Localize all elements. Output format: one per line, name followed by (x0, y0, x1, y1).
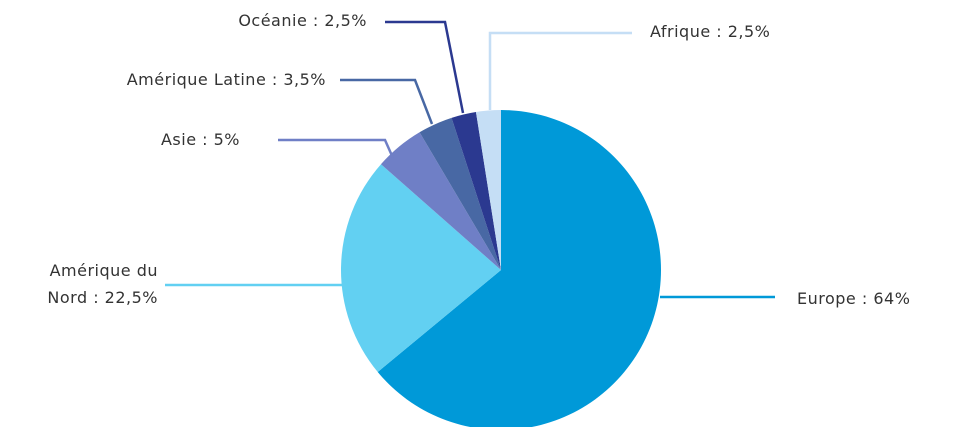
pie-slice (377, 110, 661, 427)
slice-label: Océanie : 2,5% (238, 11, 367, 30)
slice-label: Amérique Latine : 3,5% (127, 70, 326, 89)
label-line: Europe : 64% (797, 289, 910, 308)
label-line: Nord : 22,5% (47, 288, 158, 307)
leader-line (340, 78, 434, 125)
slice-label: Asie : 5% (161, 130, 240, 149)
label-line: Océanie : 2,5% (238, 11, 367, 30)
label-line: Asie : 5% (161, 130, 240, 149)
pie-slice (340, 164, 501, 372)
pie-slice (419, 117, 501, 270)
pie-slice (380, 132, 501, 270)
leader-line (385, 20, 465, 114)
label-line: Afrique : 2,5% (650, 22, 770, 41)
pie-slice (475, 110, 501, 270)
slice-label: Europe : 64% (797, 289, 910, 308)
slice-label: Amérique du Nord : 22,5% (47, 261, 158, 307)
label-line: Amérique Latine : 3,5% (127, 70, 326, 89)
pie-slice (451, 111, 501, 270)
slice-label: Afrique : 2,5% (650, 22, 770, 41)
leader-line (278, 138, 395, 159)
leader-line (488, 31, 632, 110)
label-line: Amérique du (50, 261, 158, 280)
